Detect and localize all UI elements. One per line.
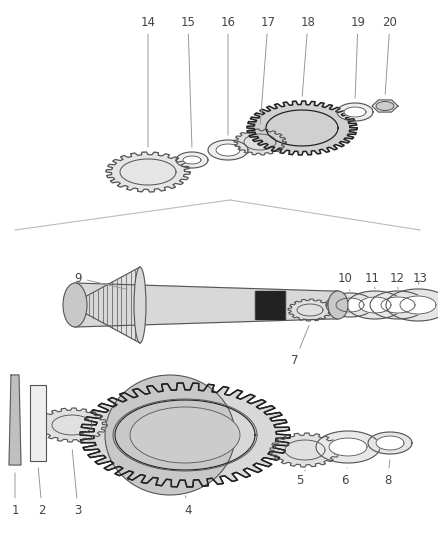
Ellipse shape [134,267,146,343]
Text: 3: 3 [72,450,82,516]
Polygon shape [106,152,190,192]
Polygon shape [288,299,332,321]
Text: 17: 17 [260,15,276,124]
Ellipse shape [328,291,348,319]
Text: 2: 2 [38,468,46,516]
Text: 11: 11 [364,271,379,289]
Text: 14: 14 [141,15,155,147]
Polygon shape [9,375,21,465]
Text: 1: 1 [11,473,19,516]
Text: 18: 18 [300,15,315,96]
Polygon shape [216,144,240,156]
Polygon shape [337,103,373,121]
Text: 19: 19 [350,15,365,98]
Text: 4: 4 [184,496,192,516]
Polygon shape [255,291,285,319]
Polygon shape [370,291,426,319]
Text: 8: 8 [384,460,392,487]
Text: 13: 13 [413,271,427,285]
Polygon shape [347,291,403,319]
Polygon shape [329,438,367,456]
Ellipse shape [376,101,394,110]
Text: 7: 7 [291,326,309,367]
Polygon shape [372,100,398,112]
Text: 6: 6 [341,468,349,487]
Text: 12: 12 [389,271,405,289]
Ellipse shape [105,375,235,495]
Text: 5: 5 [297,470,305,487]
Text: 16: 16 [220,15,236,135]
Polygon shape [381,297,415,313]
Polygon shape [386,289,438,321]
Ellipse shape [63,283,87,327]
Text: 10: 10 [338,271,353,291]
Ellipse shape [130,407,240,463]
Polygon shape [336,298,364,312]
Polygon shape [208,140,248,160]
Text: 15: 15 [180,15,195,147]
Text: 20: 20 [382,15,397,94]
Polygon shape [234,129,286,155]
Text: 9: 9 [74,271,127,289]
Polygon shape [359,297,391,313]
Polygon shape [176,152,208,168]
Polygon shape [75,283,338,327]
Polygon shape [316,431,380,463]
Polygon shape [270,433,340,467]
Bar [30,385,46,461]
Polygon shape [376,436,404,450]
Polygon shape [183,156,201,164]
Polygon shape [368,432,412,454]
Polygon shape [326,293,374,317]
Polygon shape [247,101,357,155]
Polygon shape [70,267,140,343]
Polygon shape [37,408,107,442]
Polygon shape [400,296,436,314]
Polygon shape [344,107,366,117]
Polygon shape [80,383,290,487]
